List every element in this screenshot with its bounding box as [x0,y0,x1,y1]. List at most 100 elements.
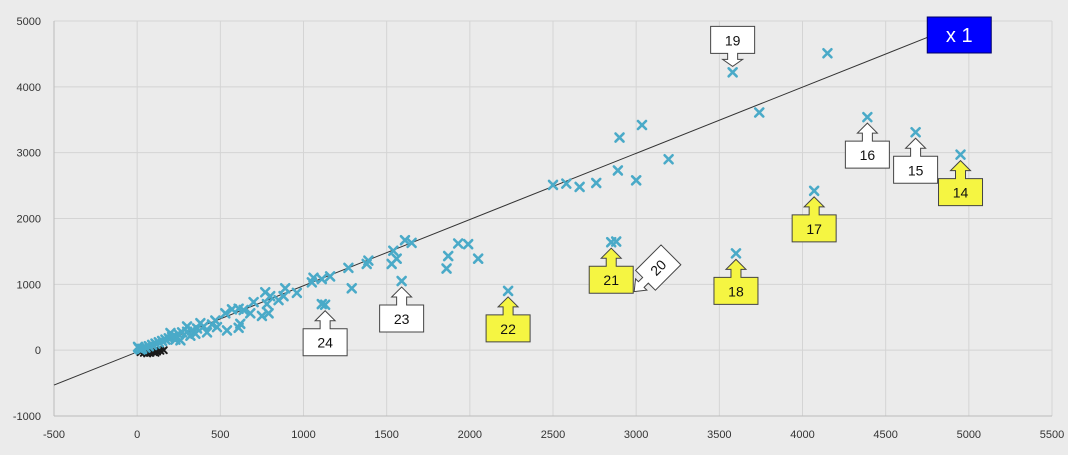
data-point[interactable] [663,153,674,165]
callout-21[interactable]: 21 [588,247,634,294]
data-point[interactable] [261,298,273,310]
data-point[interactable] [190,328,201,340]
data-point[interactable] [233,322,244,334]
data-point[interactable] [441,263,452,274]
callout-23[interactable]: 23 [379,286,425,333]
grid [53,20,1053,417]
data-point[interactable] [561,178,572,189]
data-point[interactable] [630,175,642,186]
callout-label: 18 [728,283,744,299]
data-point[interactable] [291,287,303,299]
y-tick-label: 1000 [17,279,41,291]
data-point[interactable] [221,325,233,336]
callout-22[interactable]: 22 [485,296,531,343]
x-tick-label: 3500 [707,429,731,441]
data-point[interactable] [396,275,407,287]
data-point[interactable] [574,181,585,193]
data-point[interactable] [822,47,833,59]
data-point[interactable] [132,341,144,353]
data-point[interactable] [226,304,238,315]
data-point[interactable] [610,236,622,247]
x-tick-label: 1000 [291,429,315,441]
callout-16[interactable]: 16 [844,122,890,169]
data-point[interactable] [910,126,921,138]
data-point[interactable] [547,179,559,191]
callout-label: 14 [953,185,969,201]
x-axis-ticks: -500 0 500 1000 1500 2000 2500 3000 3500 4000 4500… [43,429,1064,441]
data-point[interactable] [361,258,373,270]
data-point[interactable] [730,248,742,259]
data-point[interactable] [256,310,268,322]
callout-17[interactable]: 17 [791,196,837,243]
data-point[interactable] [727,67,738,78]
scale-indicator[interactable]: x 1 [926,16,992,54]
callout-label: 19 [725,32,741,48]
data-point[interactable] [206,319,218,330]
data-point[interactable] [211,321,223,333]
data-point[interactable] [862,111,873,123]
data-point[interactable] [181,321,193,332]
x-tick-label: 4000 [790,429,814,441]
data-point[interactable] [165,327,176,339]
data-point[interactable] [614,132,625,143]
data-point[interactable] [442,250,454,262]
data-point[interactable] [343,262,354,274]
callout-label: 24 [317,335,333,351]
data-point[interactable] [955,149,966,160]
data-point[interactable] [406,237,417,249]
x-tick-label: 2000 [458,429,482,441]
data-point[interactable] [462,238,474,250]
data-point[interactable] [388,245,399,257]
scale-label: x 1 [946,25,973,47]
data-point[interactable] [263,307,274,319]
callout-15[interactable]: 15 [893,137,939,184]
data-point[interactable] [753,107,765,118]
callouts: 19 16 15 14 17 18 21 20 22 23 24 [302,25,984,357]
y-tick-label: -1000 [13,411,41,423]
data-point[interactable] [273,294,284,306]
data-point[interactable] [244,307,256,319]
x-tick-label: 2500 [541,429,565,441]
callout-label: 15 [908,162,924,178]
y-tick-label: 5000 [17,16,41,28]
data-points [132,47,966,358]
data-point[interactable] [808,185,820,197]
data-point[interactable] [316,273,328,285]
data-point[interactable] [248,296,259,308]
data-point[interactable] [259,286,271,298]
x-tick-label: 500 [211,429,229,441]
x-tick-label: 0 [134,429,140,441]
data-point[interactable] [346,282,358,294]
data-point[interactable] [324,271,336,282]
callout-label: 22 [500,321,516,337]
y-tick-label: 0 [35,345,41,357]
data-point[interactable] [452,238,464,249]
data-point[interactable] [636,119,648,131]
y-tick-label: 2000 [17,214,41,226]
data-point[interactable] [175,334,186,346]
data-point[interactable] [502,285,514,297]
callout-19[interactable]: 19 [710,25,756,67]
callout-20[interactable]: 20 [624,244,682,302]
data-point[interactable] [399,234,411,246]
data-point[interactable] [472,253,484,264]
callout-24[interactable]: 24 [302,310,348,357]
data-point[interactable] [612,165,624,176]
callout-label: 16 [860,147,876,163]
data-point[interactable] [159,346,168,355]
x-tick-label: -500 [43,429,65,441]
data-point[interactable] [386,258,397,270]
x-tick-label: 3000 [624,429,648,441]
callout-18[interactable]: 18 [713,258,759,305]
x-tick-label: 5500 [1040,429,1064,441]
callout-14[interactable]: 14 [938,159,984,207]
data-point[interactable] [220,307,231,319]
scale-box[interactable] [926,16,992,54]
data-point[interactable] [316,298,328,310]
data-point[interactable] [590,177,602,189]
data-point[interactable] [306,277,318,288]
data-point[interactable] [201,327,213,338]
x-tick-label: 5000 [957,429,981,441]
data-point[interactable] [195,317,206,329]
